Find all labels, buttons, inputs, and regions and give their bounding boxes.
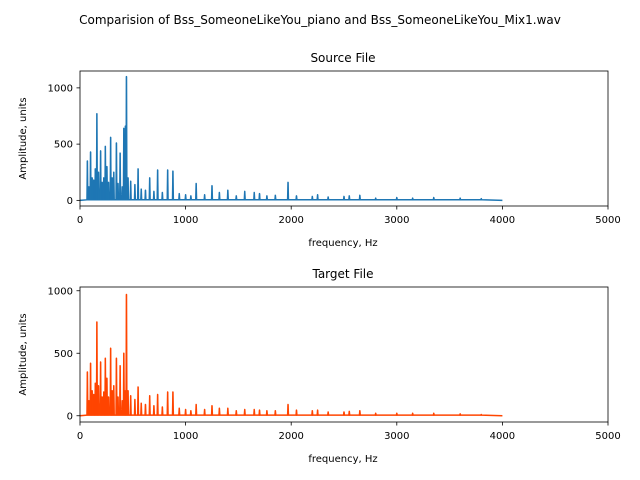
xtick-label-target: 2000	[278, 431, 303, 442]
xtick-label-source: 3000	[384, 215, 409, 226]
subplot-source-ylabel: Amplitude, units	[18, 97, 29, 179]
subplot-source-frame	[79, 70, 609, 207]
subplot-target-xlabel: frequency, Hz	[308, 454, 377, 465]
xtick-label-source: 5000	[595, 215, 620, 226]
subplot-source-title: Source File	[310, 51, 375, 65]
xtick-label-target: 5000	[595, 431, 620, 442]
ytick-label-source: 0	[67, 196, 73, 207]
ytick-label-source: 1000	[48, 83, 73, 94]
ytick-label-target: 1000	[48, 286, 73, 297]
xtick-label-target: 4000	[490, 431, 515, 442]
ytick-label-target: 500	[54, 349, 73, 360]
xtick-label-source: 4000	[490, 215, 515, 226]
xtick-label-target: 3000	[384, 431, 409, 442]
subplot-target: Target File 0 1000 2000 3000 4000 5000 0 500 10…	[18, 267, 621, 465]
xtick-label-source: 1000	[173, 215, 198, 226]
ytick-label-target: 0	[67, 411, 73, 422]
subplot-target-title: Target File	[311, 267, 373, 281]
xtick-label-source: 2000	[278, 215, 303, 226]
ytick-label-source: 500	[54, 140, 73, 151]
subplot-source-yticks: 0 500 1000	[48, 83, 80, 207]
subplot-source-xlabel: frequency, Hz	[308, 238, 377, 249]
subplot-source: Source File 0 1000 2000 3000 4000 5000 0 500 10…	[18, 51, 621, 249]
subplot-source-xticks: 0 1000 2000 3000 4000 5000	[77, 206, 621, 226]
subplot-target-series	[79, 293, 503, 417]
subplot-target-xticks: 0 1000 2000 3000 4000 5000	[77, 422, 621, 442]
subplot-source-series	[79, 75, 503, 202]
figure-suptitle: Comparision of Bss_SomeoneLikeYou_piano …	[79, 13, 561, 27]
xtick-label-target: 0	[77, 431, 83, 442]
subplot-target-frame	[79, 286, 609, 423]
subplot-target-ylabel: Amplitude, units	[18, 313, 29, 395]
subplot-target-plot-area	[80, 287, 608, 422]
xtick-label-target: 1000	[173, 431, 198, 442]
xtick-label-source: 0	[77, 215, 83, 226]
subplot-target-yticks: 0 500 1000	[48, 286, 80, 422]
subplot-source-plot-area	[80, 71, 608, 206]
